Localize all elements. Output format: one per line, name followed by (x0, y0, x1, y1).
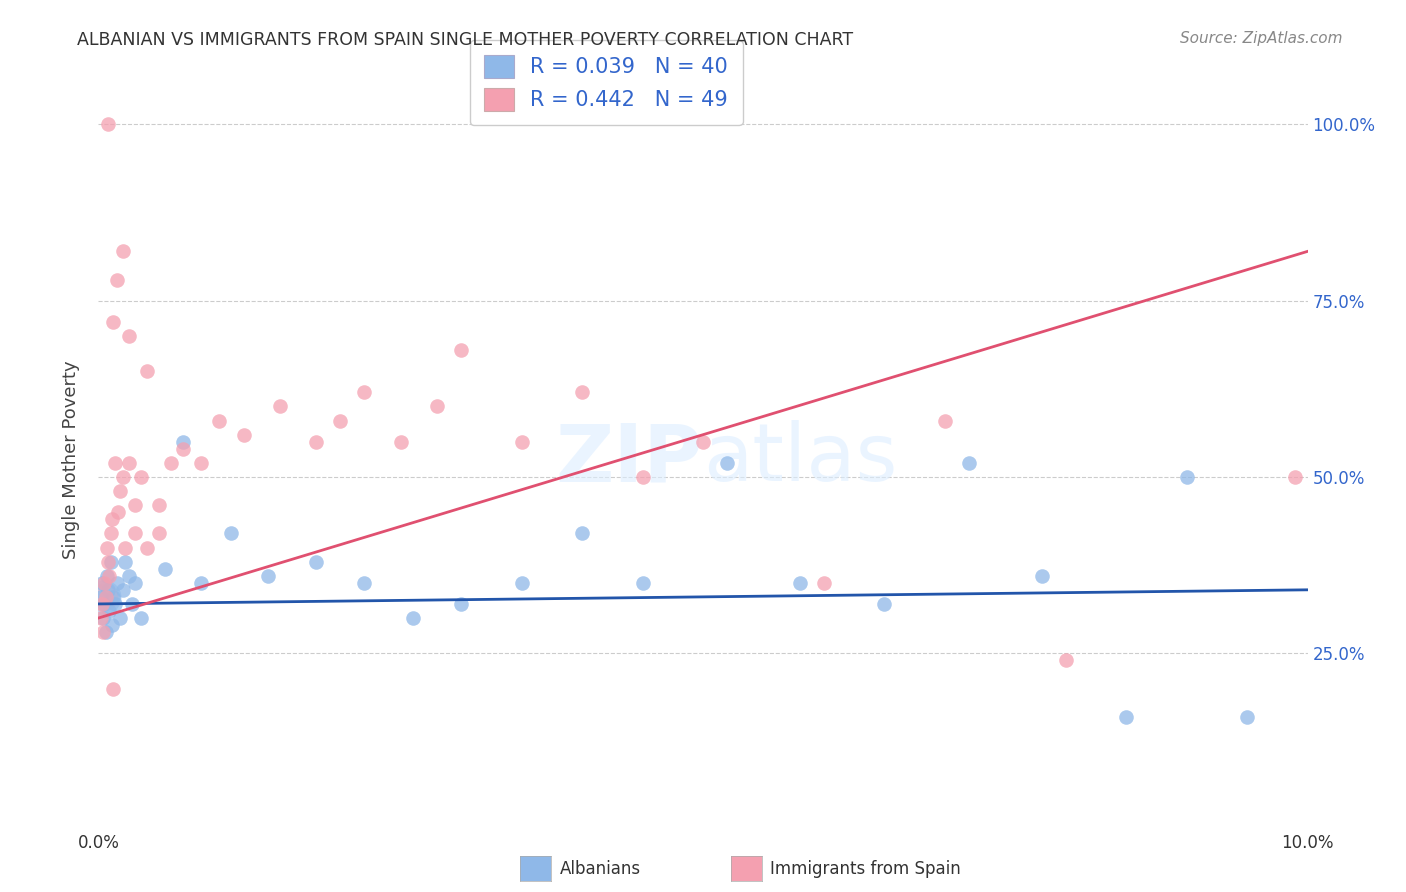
Point (129, 470, 152, 484)
Point (692, 434, 714, 449)
Text: atlas: atlas (703, 420, 897, 499)
Point (118, 456, 141, 470)
Point (232, 427, 254, 442)
Point (1031, 568, 1053, 582)
Point (190, 456, 212, 470)
Point (90, 611, 112, 625)
Point (269, 400, 291, 414)
Point (98, 568, 121, 582)
Point (105, 575, 128, 590)
Point (124, 575, 146, 590)
Point (108, 611, 131, 625)
Point (111, 582, 134, 597)
Point (221, 526, 243, 541)
Point (121, 597, 143, 611)
Point (934, 414, 956, 428)
Point (118, 568, 141, 582)
Text: Immigrants from Spain: Immigrants from Spain (770, 860, 962, 878)
Point (208, 414, 231, 428)
Point (1284, 470, 1306, 484)
Point (135, 541, 157, 555)
Point (631, 575, 654, 590)
Point (129, 611, 152, 625)
Point (1054, 653, 1077, 667)
Point (93, 590, 115, 604)
Text: Albanians: Albanians (560, 860, 641, 878)
Point (426, 400, 449, 414)
Point (305, 434, 328, 449)
Point (510, 575, 533, 590)
Point (94, 625, 117, 640)
Point (510, 434, 533, 449)
Point (160, 456, 183, 470)
Point (118, 329, 141, 343)
Point (101, 315, 124, 329)
Point (97, 582, 120, 597)
Point (353, 385, 375, 400)
Legend: R = 0.039   N = 40, R = 0.442   N = 49: R = 0.039 N = 40, R = 0.442 N = 49 (470, 40, 742, 126)
Point (111, 244, 134, 259)
Point (91, 575, 114, 590)
Point (98, 604, 121, 618)
Point (100, 512, 122, 526)
Point (90, 590, 112, 604)
Point (631, 470, 654, 484)
Point (91, 597, 114, 611)
Point (108, 484, 131, 499)
Point (450, 597, 472, 611)
Point (389, 434, 412, 449)
Point (789, 575, 811, 590)
Point (101, 590, 124, 604)
Point (450, 343, 472, 357)
Point (1236, 710, 1258, 724)
Point (571, 385, 593, 400)
Point (96, 541, 118, 555)
Point (148, 526, 170, 541)
Point (105, 272, 128, 286)
Point (256, 568, 278, 582)
Point (957, 456, 980, 470)
Point (96, 568, 118, 582)
Point (190, 575, 212, 590)
Point (111, 470, 134, 484)
Point (104, 456, 127, 470)
Point (353, 575, 375, 590)
Text: ZIP: ZIP (555, 420, 703, 499)
Point (1175, 470, 1198, 484)
Point (94, 590, 117, 604)
Text: Source: ZipAtlas.com: Source: ZipAtlas.com (1180, 31, 1343, 46)
Point (873, 597, 896, 611)
Point (114, 555, 136, 569)
Point (148, 498, 170, 512)
Point (93, 575, 115, 590)
Point (104, 597, 127, 611)
Point (100, 555, 122, 569)
Point (153, 562, 176, 576)
Point (329, 414, 352, 428)
Point (107, 505, 129, 519)
Point (716, 456, 738, 470)
Point (402, 611, 425, 625)
Point (91, 625, 114, 640)
Point (93, 597, 115, 611)
Y-axis label: Single Mother Poverty: Single Mother Poverty (62, 360, 80, 558)
Point (114, 541, 136, 555)
Point (100, 618, 122, 632)
Point (124, 498, 146, 512)
Point (124, 526, 146, 541)
Point (97, 555, 120, 569)
Point (135, 364, 157, 378)
Point (305, 555, 328, 569)
Point (1115, 710, 1137, 724)
Text: ALBANIAN VS IMMIGRANTS FROM SPAIN SINGLE MOTHER POVERTY CORRELATION CHART: ALBANIAN VS IMMIGRANTS FROM SPAIN SINGLE… (77, 31, 853, 49)
Point (91, 611, 114, 625)
Point (100, 526, 122, 541)
Point (172, 434, 194, 449)
Point (172, 442, 194, 456)
Point (93, 590, 115, 604)
Point (813, 575, 835, 590)
Point (101, 681, 124, 696)
Point (97, 118, 120, 132)
Point (571, 526, 593, 541)
